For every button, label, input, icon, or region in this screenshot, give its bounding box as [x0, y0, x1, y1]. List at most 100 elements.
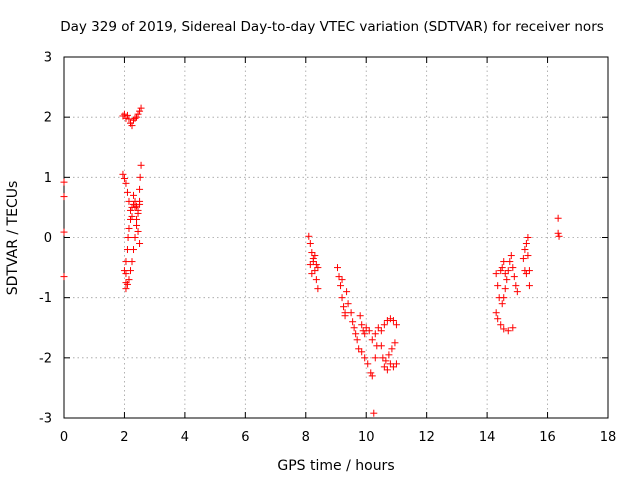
data-point	[136, 185, 144, 193]
data-point	[311, 267, 319, 275]
data-point	[500, 258, 508, 266]
data-point	[512, 282, 520, 290]
data-point	[501, 270, 509, 278]
data-point	[344, 300, 352, 308]
data-point	[312, 261, 320, 269]
data-point	[124, 234, 132, 241]
data-point	[60, 178, 68, 186]
data-point	[134, 209, 142, 217]
data-point	[498, 300, 506, 308]
x-tick-label: 0	[60, 430, 68, 445]
grid-lines	[64, 57, 608, 418]
x-tick-label: 14	[479, 430, 496, 445]
x-tick-label: 16	[539, 430, 556, 445]
data-point	[359, 327, 367, 335]
data-point	[377, 342, 385, 350]
data-point	[513, 288, 521, 296]
data-point	[338, 294, 346, 302]
data-point	[120, 110, 128, 118]
data-point	[308, 270, 316, 278]
data-point	[371, 354, 379, 362]
data-point	[120, 267, 128, 275]
y-tick-label: 2	[44, 111, 52, 126]
data-point	[123, 280, 131, 288]
data-point	[343, 288, 351, 296]
data-point	[498, 264, 506, 272]
data-point	[347, 309, 355, 317]
data-point	[306, 240, 314, 248]
data-point	[522, 270, 530, 278]
data-point	[309, 255, 317, 263]
x-tick-label: 2	[120, 430, 128, 445]
data-point	[125, 197, 133, 205]
x-tick-label: 10	[358, 430, 375, 445]
data-point	[125, 276, 133, 284]
data-point	[122, 179, 130, 187]
data-point	[128, 122, 136, 130]
data-point	[522, 240, 530, 248]
data-point	[133, 215, 141, 223]
x-tick-label: 12	[418, 430, 435, 445]
data-point	[136, 173, 144, 181]
data-point	[353, 336, 361, 344]
data-point	[388, 345, 396, 353]
data-point	[391, 339, 399, 347]
axis-ticks	[63, 56, 609, 419]
data-point	[367, 369, 375, 377]
data-point	[123, 188, 131, 196]
data-point	[368, 336, 376, 344]
data-point	[389, 363, 397, 371]
data-point	[133, 202, 141, 210]
data-point	[361, 330, 369, 338]
y-tick-label: 0	[44, 231, 52, 246]
data-point	[134, 227, 142, 235]
data-point	[554, 229, 562, 237]
data-point	[122, 285, 130, 293]
data-point	[60, 193, 68, 201]
data-point	[365, 327, 373, 335]
data-point	[521, 267, 529, 275]
data-point	[123, 111, 131, 119]
data-point	[503, 276, 511, 284]
data-point	[137, 104, 145, 112]
data-point	[355, 345, 363, 353]
data-point	[352, 330, 360, 338]
y-tick-label: -2	[39, 351, 52, 366]
data-point	[131, 114, 139, 122]
data-point	[119, 170, 127, 178]
data-point	[382, 357, 390, 365]
data-point	[494, 315, 502, 323]
data-point	[524, 252, 532, 260]
data-point	[133, 113, 141, 121]
data-point	[306, 261, 314, 269]
data-point	[497, 267, 505, 275]
data-point	[506, 258, 514, 266]
data-point	[350, 324, 358, 332]
data-point	[362, 324, 370, 332]
data-point	[133, 221, 141, 229]
data-point	[380, 321, 388, 329]
data-point	[60, 273, 68, 281]
data-point	[383, 366, 391, 374]
data-point	[337, 282, 345, 290]
data-point	[60, 228, 68, 236]
data-point	[519, 255, 527, 263]
data-point	[130, 200, 138, 208]
y-axis-label: SDTVAR / TECUs	[5, 181, 21, 296]
data-point	[510, 273, 518, 281]
data-point	[314, 264, 322, 272]
data-point	[125, 115, 133, 123]
data-point	[338, 276, 346, 284]
data-point	[380, 363, 388, 371]
y-tick-label: 3	[44, 51, 52, 66]
data-point	[371, 330, 379, 338]
data-point	[340, 303, 348, 311]
data-point	[392, 321, 400, 329]
data-point	[379, 354, 387, 362]
data-point	[368, 372, 376, 380]
data-point	[389, 317, 397, 325]
data-point	[358, 321, 366, 329]
data-point	[122, 279, 130, 287]
x-axis-label: GPS time / hours	[277, 458, 394, 474]
